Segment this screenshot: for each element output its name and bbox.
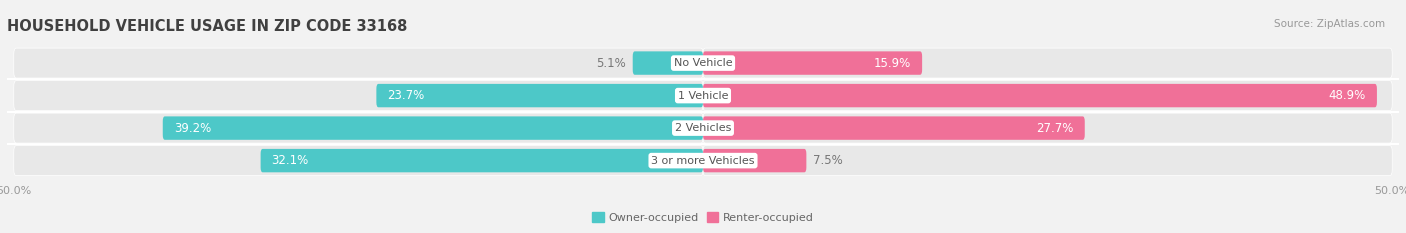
FancyBboxPatch shape <box>633 51 703 75</box>
Text: Source: ZipAtlas.com: Source: ZipAtlas.com <box>1274 19 1385 29</box>
Text: 1 Vehicle: 1 Vehicle <box>678 91 728 101</box>
FancyBboxPatch shape <box>703 149 807 172</box>
FancyBboxPatch shape <box>703 84 1376 107</box>
FancyBboxPatch shape <box>14 146 703 175</box>
Text: 7.5%: 7.5% <box>813 154 844 167</box>
Text: 2 Vehicles: 2 Vehicles <box>675 123 731 133</box>
FancyBboxPatch shape <box>703 51 922 75</box>
Text: 5.1%: 5.1% <box>596 57 626 70</box>
Text: 15.9%: 15.9% <box>875 57 911 70</box>
FancyBboxPatch shape <box>163 116 703 140</box>
Text: No Vehicle: No Vehicle <box>673 58 733 68</box>
Legend: Owner-occupied, Renter-occupied: Owner-occupied, Renter-occupied <box>592 212 814 223</box>
FancyBboxPatch shape <box>703 113 1392 143</box>
FancyBboxPatch shape <box>703 81 1392 110</box>
Text: 27.7%: 27.7% <box>1036 122 1074 135</box>
FancyBboxPatch shape <box>703 48 1392 78</box>
Text: 32.1%: 32.1% <box>271 154 309 167</box>
FancyBboxPatch shape <box>703 116 1085 140</box>
Text: 3 or more Vehicles: 3 or more Vehicles <box>651 156 755 166</box>
Text: 48.9%: 48.9% <box>1329 89 1365 102</box>
FancyBboxPatch shape <box>14 113 703 143</box>
Text: HOUSEHOLD VEHICLE USAGE IN ZIP CODE 33168: HOUSEHOLD VEHICLE USAGE IN ZIP CODE 3316… <box>7 19 408 34</box>
Text: 23.7%: 23.7% <box>388 89 425 102</box>
FancyBboxPatch shape <box>14 81 703 110</box>
FancyBboxPatch shape <box>14 48 703 78</box>
FancyBboxPatch shape <box>260 149 703 172</box>
FancyBboxPatch shape <box>703 146 1392 175</box>
Text: 39.2%: 39.2% <box>174 122 211 135</box>
FancyBboxPatch shape <box>377 84 703 107</box>
